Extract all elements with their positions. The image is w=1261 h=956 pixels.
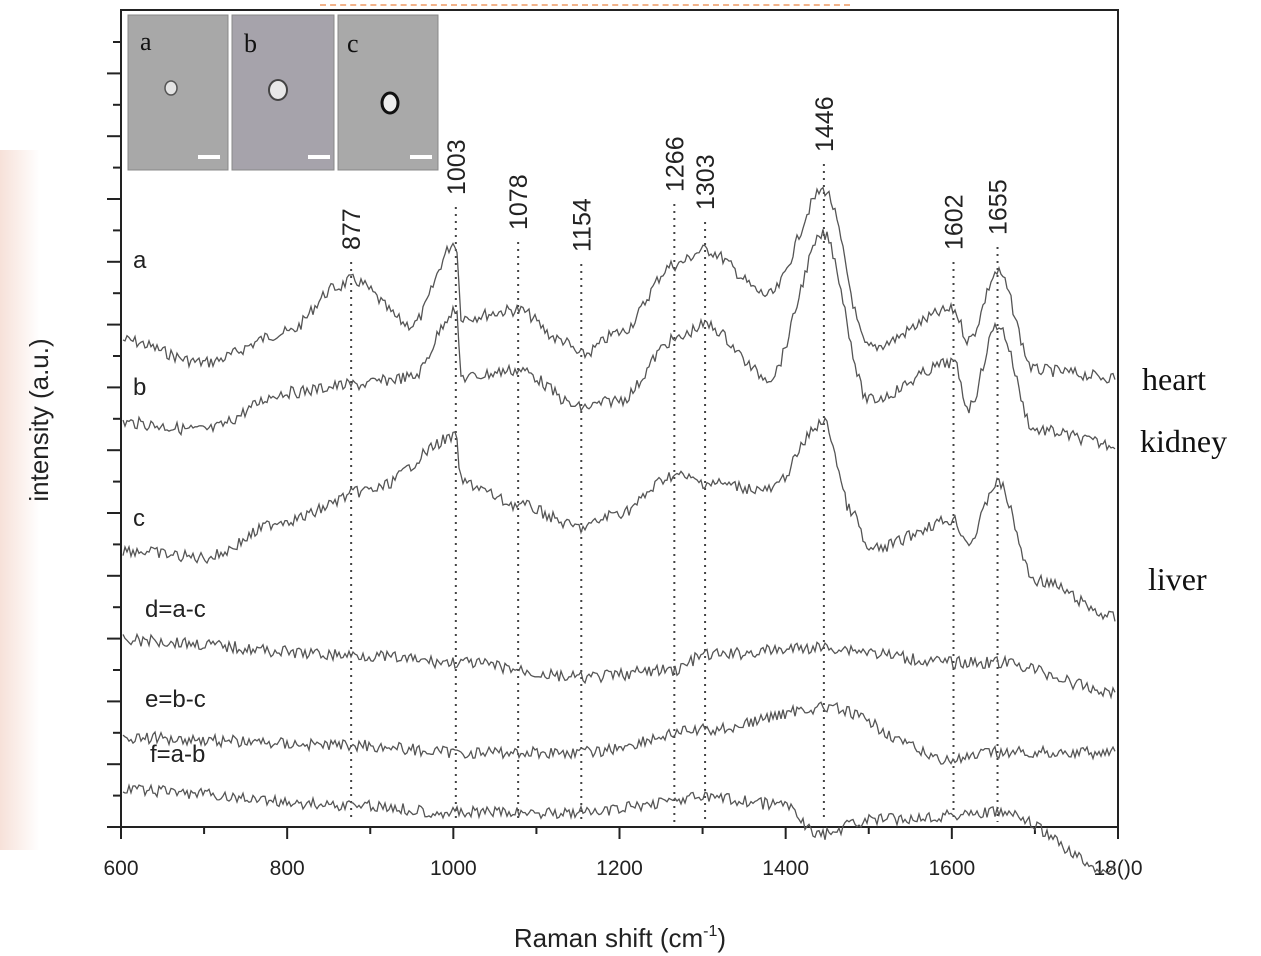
series-label-e=b-c: e=b-c <box>145 686 206 713</box>
inset-panel-a <box>127 14 229 171</box>
inset-micrographs: a b c <box>127 14 439 171</box>
series-label-a: a <box>133 247 147 274</box>
x-tick-label: 18()0 <box>1093 857 1142 880</box>
x-axis-ticks: 600 800 1000 1200 1400 1600 18()0 <box>103 827 1143 880</box>
cell-dot-a <box>164 80 178 96</box>
spectra-lines <box>122 186 1116 874</box>
y-axis-ticks <box>107 41 121 828</box>
series-label-d=a-c: d=a-c <box>145 596 206 623</box>
peak-label: 1078 <box>505 174 533 230</box>
inset-label-b: b <box>244 29 257 58</box>
series-label-b: b <box>133 374 146 401</box>
tissue-label-kidney: kidney <box>1140 423 1227 459</box>
tissue-labels: heart kidney liver <box>1140 361 1227 597</box>
cell-dot-c <box>380 91 400 115</box>
series-label-f=a-b: f=a-b <box>150 741 205 768</box>
series-label-c: c <box>133 505 145 532</box>
x-tick-label: 1200 <box>596 857 643 880</box>
peak-label: 1266 <box>661 136 689 192</box>
peak-label: 1003 <box>443 139 471 195</box>
scale-bar-c <box>410 155 432 159</box>
peak-label: 1446 <box>811 96 839 152</box>
spectrum-f=a-b <box>122 783 1116 874</box>
x-tick-label: 1600 <box>928 857 975 880</box>
series-labels: a b c d=a-c e=b-c f=a-b <box>133 247 206 768</box>
y-axis-title: intensity (a.u.) <box>24 338 54 501</box>
x-axis-title-close: ) <box>717 923 726 953</box>
tissue-label-liver: liver <box>1148 561 1207 597</box>
peak-label: 1303 <box>692 154 720 210</box>
x-tick-label: 600 <box>103 857 138 880</box>
x-tick-label: 1000 <box>430 857 477 880</box>
inset-label-a: a <box>140 27 152 56</box>
peak-reference-lines <box>350 164 999 822</box>
x-tick-label: 800 <box>270 857 305 880</box>
peak-label: 877 <box>338 208 366 250</box>
peak-labels: 877 1003 1078 1154 1266 1303 1446 1602 1655 <box>338 96 1012 252</box>
scale-bar-a <box>198 155 220 159</box>
spectrum-c <box>122 416 1116 622</box>
peak-label: 1655 <box>985 179 1013 235</box>
inset-label-c: c <box>347 29 359 58</box>
scale-bar-b <box>308 155 330 159</box>
x-tick-label: 1400 <box>762 857 809 880</box>
x-axis-title-sup: -1 <box>703 923 717 940</box>
peak-label: 1602 <box>940 194 968 250</box>
spectrum-b <box>122 229 1116 452</box>
spectrum-d=a-c <box>122 632 1116 700</box>
spectrum-a <box>122 186 1116 384</box>
spectrum-e=b-c <box>122 701 1116 765</box>
page-decoration <box>0 150 40 850</box>
tissue-label-heart: heart <box>1142 361 1206 397</box>
peak-label: 1154 <box>568 198 596 252</box>
x-axis-title: Raman shift (cm-1) <box>514 923 726 953</box>
x-axis-title-main: Raman shift (cm <box>514 923 703 953</box>
cell-dot-b <box>268 79 288 101</box>
top-dashed-rule <box>320 4 850 6</box>
